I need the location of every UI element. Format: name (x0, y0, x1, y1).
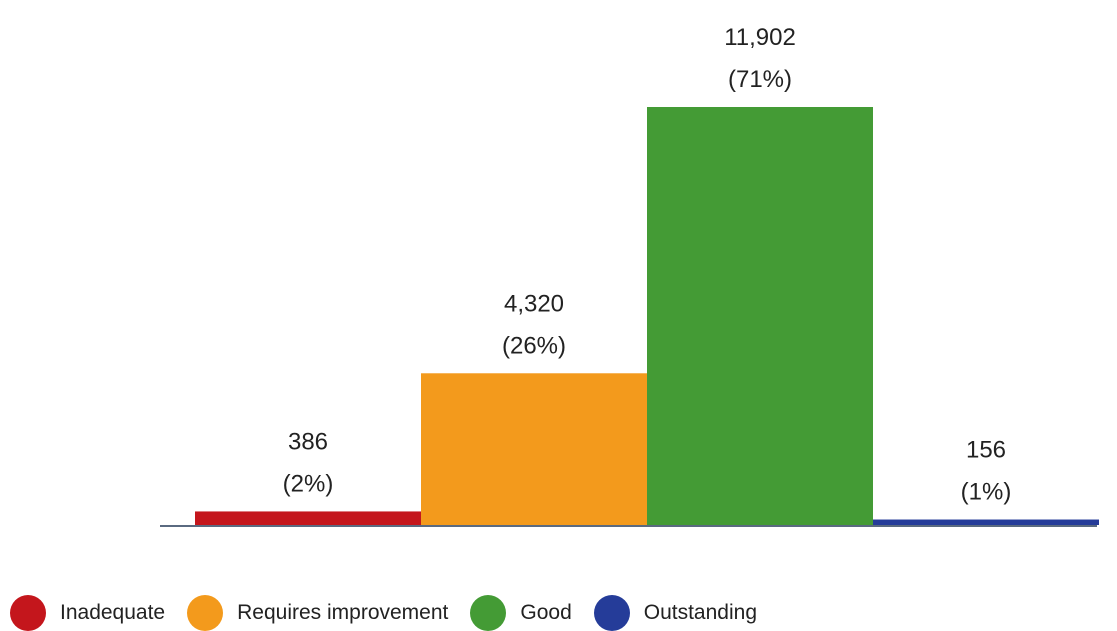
bar-percent-label-outstanding: (1%) (961, 479, 1012, 506)
legend-item-requires-improvement: Requires improvement (187, 595, 448, 631)
bar-good (647, 107, 873, 525)
bar-value-label-requires-improvement: 4,320 (504, 290, 564, 317)
legend-item-inadequate: Inadequate (10, 595, 165, 631)
bar-value-label-inadequate: 386 (288, 428, 328, 455)
bar-value-label-outstanding: 156 (966, 437, 1006, 464)
legend-item-good: Good (470, 595, 572, 631)
legend-label-good: Good (520, 601, 572, 624)
legend-swatch-good (470, 595, 507, 631)
bar-inadequate (195, 511, 421, 525)
legend-swatch-inadequate (10, 595, 46, 631)
bar-percent-label-good: (71%) (728, 66, 792, 93)
chart-legend: Inadequate Requires improvement Good Out… (10, 595, 779, 631)
bar-requires-improvement (421, 373, 647, 525)
legend-swatch-requires-improvement (187, 595, 224, 631)
bar-value-label-good: 11,902 (724, 24, 796, 51)
legend-swatch-outstanding (593, 595, 630, 631)
legend-label-outstanding: Outstanding (643, 601, 757, 624)
bar-percent-label-requires-improvement: (26%) (502, 332, 566, 359)
legend-label-requires-improvement: Requires improvement (237, 601, 449, 624)
legend-item-outstanding: Outstanding (593, 595, 757, 631)
bar-outstanding (873, 519, 1099, 525)
bar-percent-label-inadequate: (2%) (283, 470, 334, 497)
legend-label-inadequate: Inadequate (60, 601, 166, 624)
